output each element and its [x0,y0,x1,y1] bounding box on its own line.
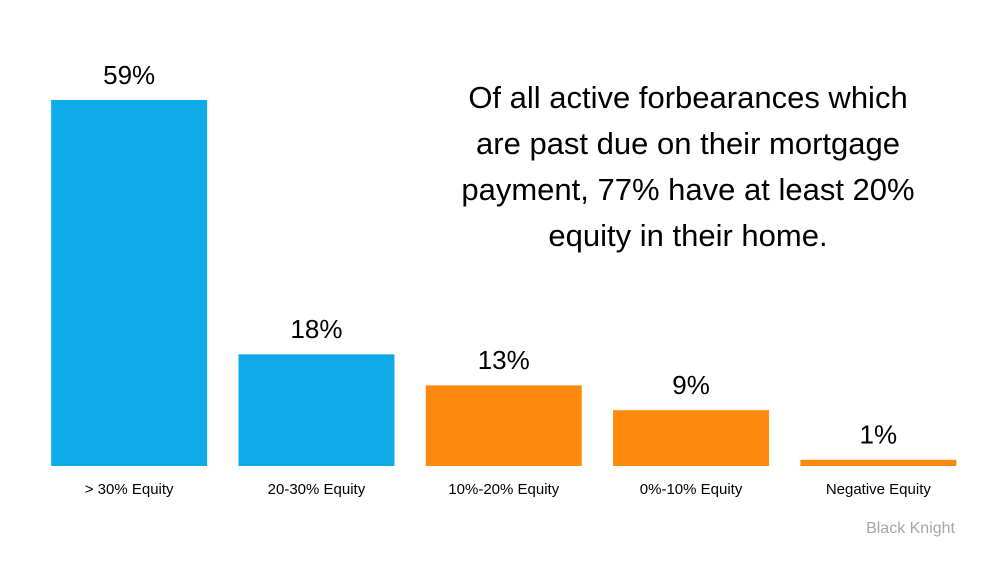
value-label: 59% [103,60,155,90]
x-tick-label: 0%-10% Equity [640,481,743,498]
bar [51,100,208,466]
value-label: 18% [290,314,342,344]
bar [238,354,395,466]
annotation: equity in their home. [548,218,827,253]
bar [800,459,957,466]
x-tick-label: > 30% Equity [85,481,174,498]
source: Black Knight [866,520,955,537]
x-tick-label: 20-30% Equity [268,481,366,498]
annotation: payment, 77% have at least 20% [461,172,914,207]
value-label: 13% [478,345,530,375]
annotation: Of all active forbearances which [468,80,907,115]
value-label: 9% [672,370,710,400]
bar [613,410,770,466]
annotation: are past due on their mortgage [476,126,900,161]
x-tick-label: Negative Equity [826,481,932,498]
bar [425,385,582,466]
x-tick-label: 10%-20% Equity [448,481,559,498]
value-label: 1% [860,420,898,450]
